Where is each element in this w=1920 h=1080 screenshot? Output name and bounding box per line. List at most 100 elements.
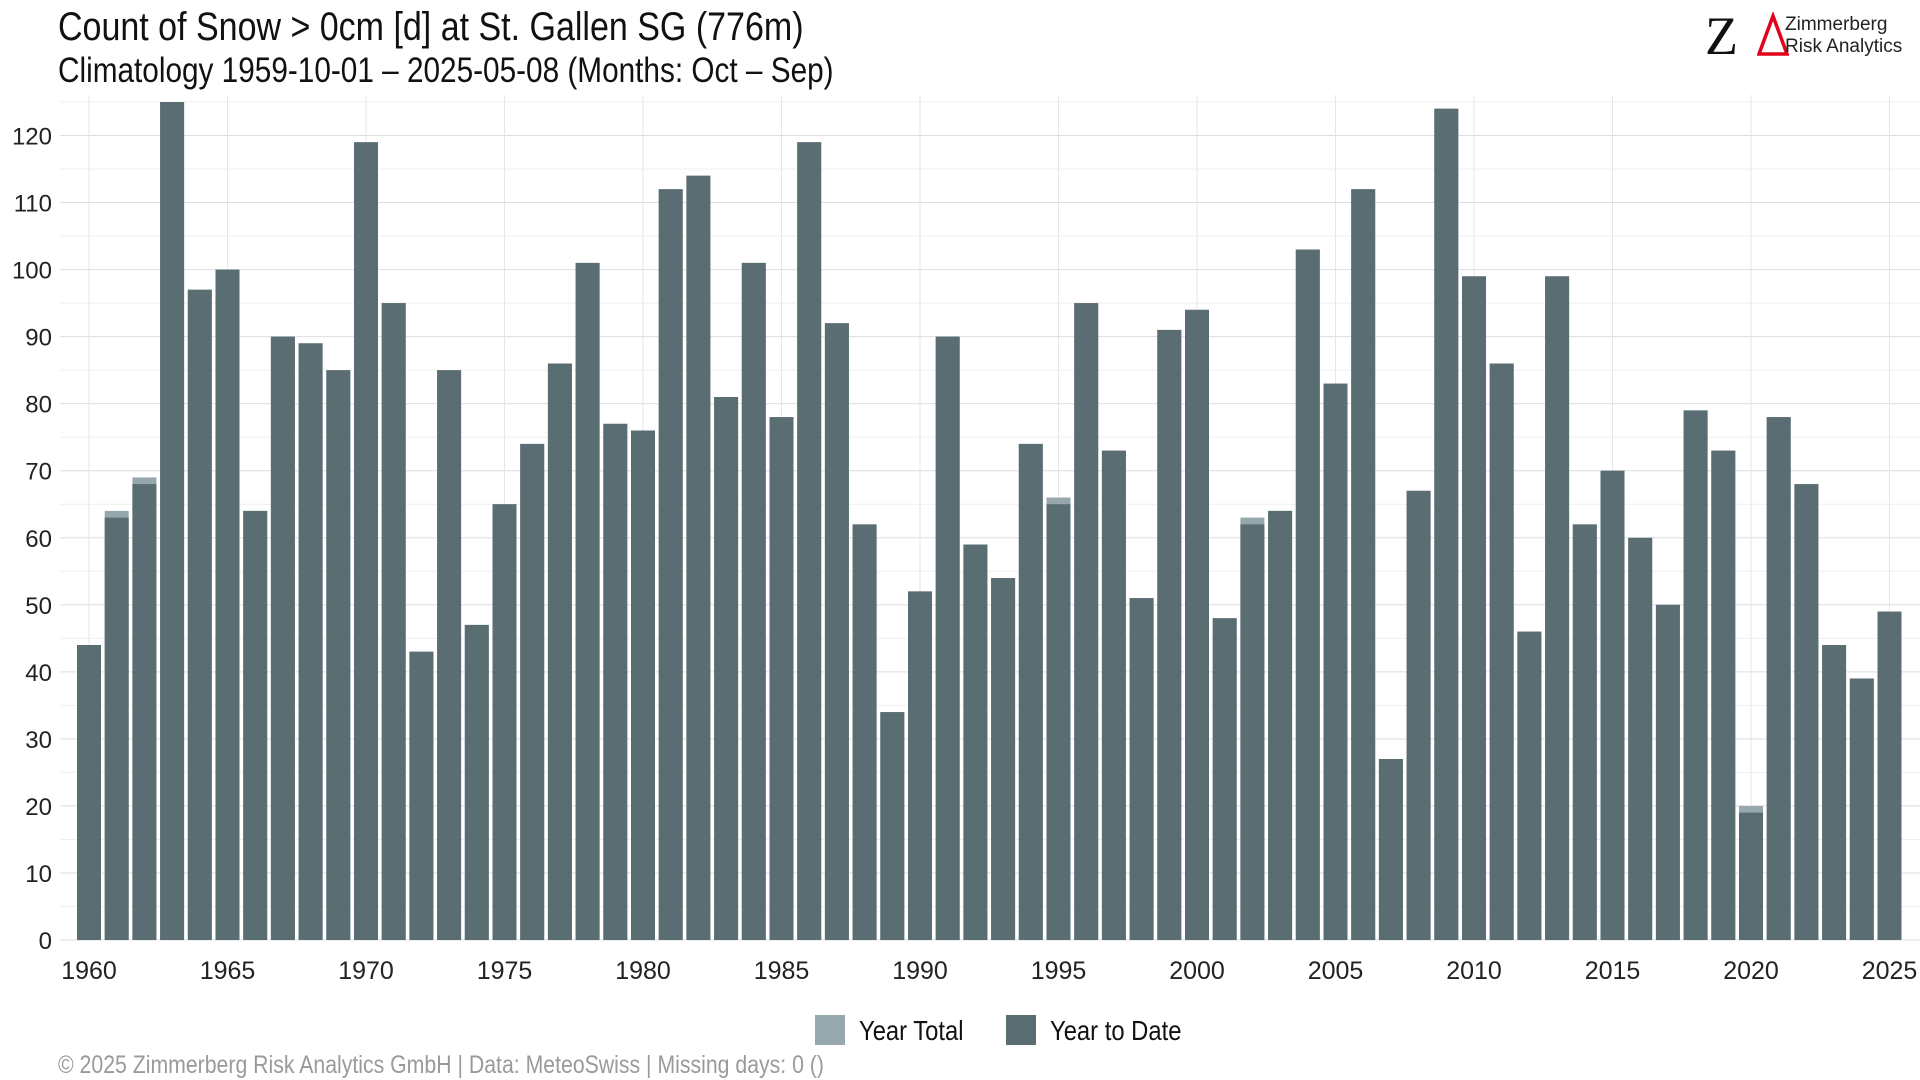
bar-year-to-date-2012 (1517, 631, 1542, 940)
bar-year-to-date-2002 (1240, 524, 1265, 940)
x-tick-label: 2025 (1862, 957, 1918, 985)
bar-year-to-date-1960 (77, 645, 101, 940)
bar-year-to-date-1961 (104, 517, 129, 940)
bar-year-to-date-2003 (1268, 510, 1293, 940)
bar-year-to-date-1978 (575, 262, 600, 940)
bar-year-to-date-2021 (1766, 417, 1791, 941)
legend-item-year-to-date: Year to Date (1005, 1015, 1205, 1047)
y-tick-label: 20 (25, 794, 52, 821)
y-tick-label: 10 (25, 861, 52, 888)
y-tick-label: 110 (14, 191, 52, 218)
y-tick-label: 90 (25, 325, 52, 352)
bar-year-to-date-1968 (298, 343, 323, 940)
bar-year-to-date-1964 (187, 289, 212, 940)
x-tick-label: 1960 (61, 957, 117, 985)
bar-year-to-date-2000 (1185, 309, 1209, 940)
bar-year-to-date-1996 (1074, 303, 1099, 941)
bar-year-to-date-1988 (852, 524, 877, 940)
bar-year-to-date-2004 (1295, 249, 1320, 940)
bar-year-to-date-1982 (686, 175, 711, 940)
bar-year-to-date-2014 (1572, 524, 1597, 940)
x-tick-label: 1980 (615, 957, 671, 985)
y-axis-tick-labels: 0 10 20 30 40 50 60 70 80 90 100 110 120 (12, 124, 52, 955)
x-tick-label: 2005 (1308, 957, 1364, 985)
bar-year-to-date-2001 (1212, 618, 1237, 940)
y-tick-label: 60 (25, 526, 52, 553)
legend-label-year-total: Year Total (859, 1015, 964, 1046)
bar-year-to-date-1962 (132, 484, 157, 940)
x-tick-label: 1990 (892, 957, 948, 985)
bar-year-to-date-1971 (381, 303, 406, 941)
bar-year-to-date-1977 (547, 363, 572, 940)
bar-year-to-date-2019 (1711, 450, 1736, 940)
bar-year-to-date-1966 (243, 510, 268, 940)
bar-year-to-date-2011 (1489, 363, 1514, 940)
y-tick-label: 120 (12, 124, 52, 151)
bar-year-to-date-1979 (603, 423, 628, 940)
bar-year-to-date-1970 (354, 142, 378, 940)
chart-subtitle: Climatology 1959-10-01 – 2025-05-08 (Mon… (58, 51, 834, 90)
bar-year-to-date-1972 (409, 651, 434, 940)
bar-year-to-date-1981 (658, 189, 683, 940)
legend-swatch-year-total (815, 1015, 845, 1045)
bar-year-to-date-1992 (963, 544, 988, 940)
bar-chart: 0 10 20 30 40 50 60 70 80 90 100 110 120 1960 1965 197… (12, 95, 1920, 985)
bar-year-to-date-1973 (437, 370, 462, 940)
year-to-date-bars (77, 102, 1902, 941)
bar-year-to-date-1995 (1046, 504, 1071, 940)
bar-year-to-date-1999 (1157, 329, 1182, 940)
x-tick-label: 2015 (1585, 957, 1641, 985)
bar-year-to-date-1994 (1018, 443, 1043, 940)
bar-year-to-date-1967 (270, 336, 295, 941)
bar-year-to-date-1989 (880, 712, 905, 940)
year-total-bars (77, 102, 1902, 941)
x-tick-label: 1995 (1031, 957, 1087, 985)
legend-swatch-year-to-date (1005, 1015, 1036, 1045)
bar-year-to-date-2010 (1462, 276, 1486, 940)
bar-year-to-date-1985 (769, 417, 794, 941)
bar-year-to-date-1969 (326, 370, 351, 940)
logo-line-1: Zimmerberg (1785, 14, 1888, 35)
x-tick-label: 2010 (1446, 957, 1502, 985)
bar-year-to-date-2006 (1351, 189, 1376, 940)
bar-year-to-date-2005 (1323, 383, 1348, 941)
bar-year-to-date-2016 (1628, 537, 1653, 940)
y-tick-label: 70 (25, 459, 52, 486)
y-tick-label: 80 (25, 392, 52, 419)
bar-year-to-date-2020 (1739, 812, 1763, 940)
y-tick-label: 40 (25, 660, 52, 687)
bar-year-to-date-1965 (215, 269, 240, 941)
legend-label-year-to-date: Year to Date (1049, 1015, 1182, 1046)
y-tick-label: 0 (39, 928, 52, 955)
y-tick-label: 100 (12, 258, 52, 285)
x-tick-label: 2020 (1723, 957, 1779, 985)
bar-year-to-date-2013 (1545, 276, 1570, 940)
bar-year-to-date-1984 (741, 262, 766, 940)
x-tick-label: 1975 (477, 957, 533, 985)
x-tick-label: 1985 (754, 957, 810, 985)
bar-year-to-date-2007 (1378, 759, 1403, 940)
bar-year-to-date-1990 (908, 591, 932, 940)
legend-item-year-total: Year Total (815, 1015, 982, 1047)
bar-year-to-date-1975 (492, 504, 517, 940)
bar-year-to-date-1998 (1129, 598, 1154, 940)
bar-year-to-date-2023 (1822, 645, 1847, 940)
bar-year-to-date-1976 (520, 443, 545, 940)
bar-year-to-date-1993 (991, 578, 1016, 940)
y-tick-label: 50 (25, 593, 52, 620)
chart-title: Count of Snow > 0cm [d] at St. Gallen SG… (58, 5, 804, 49)
x-tick-label: 1965 (200, 957, 256, 985)
footer-credits: © 2025 Zimmerberg Risk Analytics GmbH | … (58, 1051, 824, 1079)
legend: Year Total Year to Date (815, 1015, 1220, 1047)
bar-year-to-date-1987 (824, 323, 849, 940)
logo-delta-icon (1757, 12, 1789, 56)
bar-year-to-date-1983 (714, 397, 739, 940)
bar-year-to-date-2018 (1683, 410, 1708, 940)
bar-year-to-date-1997 (1101, 450, 1126, 940)
bar-year-to-date-2015 (1600, 470, 1625, 940)
logo-wordmark: Zimmerberg Risk Analytics (1785, 14, 1902, 58)
bar-year-to-date-1974 (464, 624, 489, 940)
bar-year-to-date-2009 (1434, 108, 1459, 940)
logo-z-letter: Z (1705, 6, 1738, 66)
bar-year-to-date-2024 (1849, 678, 1874, 940)
